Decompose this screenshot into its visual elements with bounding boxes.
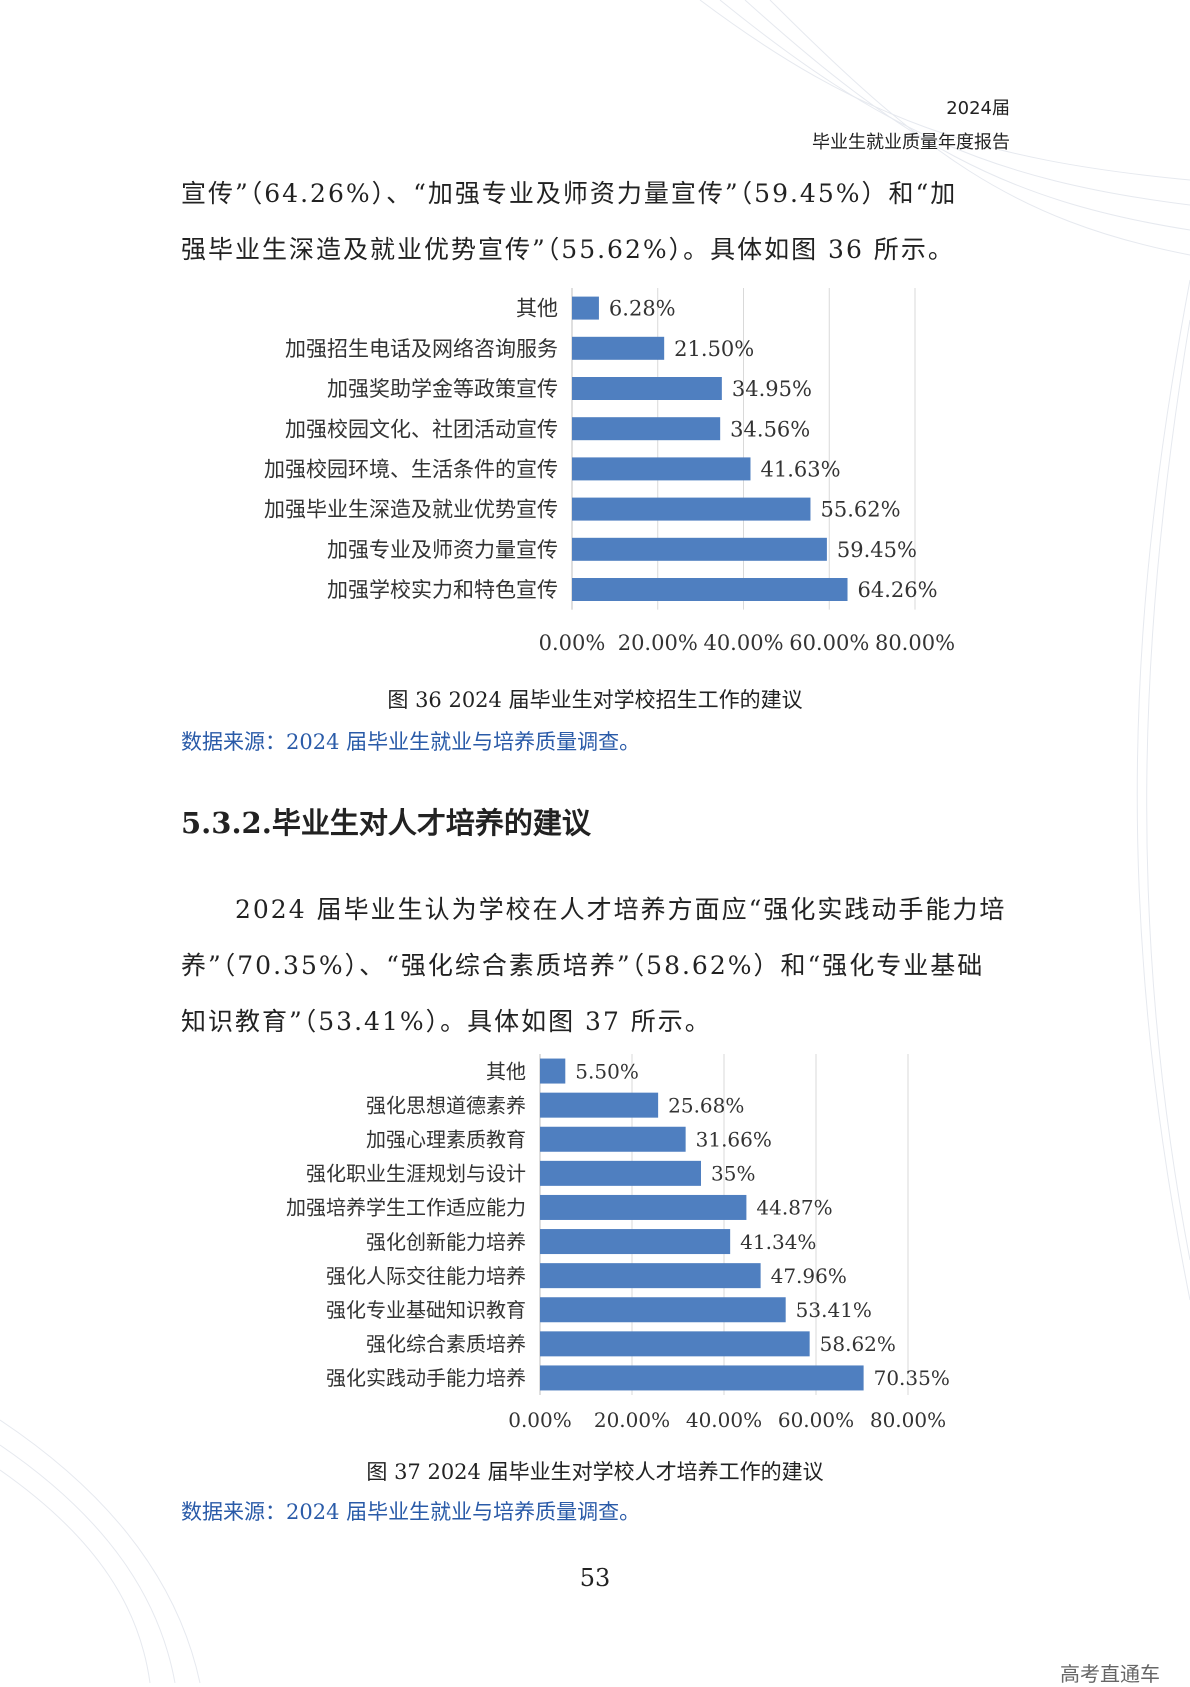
bar	[540, 1092, 659, 1118]
report-header: 2024届 毕业生就业质量年度报告	[812, 92, 1010, 160]
bar	[540, 1194, 747, 1220]
bar	[572, 417, 721, 441]
category-label: 强化实践动手能力培养	[326, 1366, 526, 1390]
value-label: 53.41%	[796, 1298, 872, 1322]
x-tick-label: 80.00%	[875, 631, 955, 655]
intro-line-2: 强毕业生深造及就业优势宣传”（55.62%）。具体如图 36 所示。	[181, 235, 955, 264]
x-tick-label: 0.00%	[539, 631, 606, 655]
category-label: 加强心理素质教育	[366, 1127, 526, 1151]
paragraph-talent-training: 2024 届毕业生认为学校在人才培养方面应“强化实践动手能力培养”（70.35%…	[181, 895, 1007, 1036]
bar	[572, 537, 827, 561]
value-label: 25.68%	[668, 1093, 744, 1117]
value-label: 5.50%	[575, 1059, 639, 1083]
value-label: 31.66%	[696, 1127, 772, 1151]
category-label: 加强校园文化、社团活动宣传	[285, 417, 558, 441]
bar	[540, 1331, 810, 1357]
category-label: 加强培养学生工作适应能力	[286, 1196, 526, 1220]
value-label: 21.50%	[674, 337, 754, 361]
x-tick-label: 60.00%	[789, 631, 869, 655]
page-number: 53	[579, 1564, 611, 1592]
bar	[572, 336, 665, 360]
value-label: 64.26%	[858, 578, 938, 602]
x-tick-label: 60.00%	[778, 1408, 854, 1432]
category-label: 加强奖助学金等政策宣传	[327, 377, 558, 401]
category-label: 强化创新能力培养	[366, 1230, 526, 1254]
figure-37-source: 数据来源：2024 届毕业生就业与培养质量调查。	[181, 1500, 641, 1524]
value-label: 6.28%	[609, 297, 676, 321]
intro-line-1: 宣传”（64.26%）、“加强专业及师资力量宣传”（59.45%）和“加	[181, 179, 958, 208]
category-label: 强化人际交往能力培养	[326, 1264, 526, 1288]
figure-36-caption: 图 36 2024 届毕业生对学校招生工作的建议	[387, 688, 803, 712]
bar	[572, 457, 751, 481]
x-tick-label: 40.00%	[703, 631, 783, 655]
category-label: 其他	[516, 297, 558, 321]
category-label: 加强招生电话及网络咨询服务	[285, 337, 558, 361]
x-tick-label: 80.00%	[870, 1408, 946, 1432]
figure-37-caption: 图 37 2024 届毕业生对学校人才培养工作的建议	[366, 1460, 824, 1484]
x-tick-label: 0.00%	[508, 1408, 572, 1432]
category-label: 加强毕业生深造及就业优势宣传	[264, 498, 558, 522]
value-label: 55.62%	[820, 498, 900, 522]
category-label: 强化职业生涯规划与设计	[306, 1162, 526, 1186]
bar	[572, 578, 848, 601]
category-label: 强化思想道德素养	[366, 1093, 526, 1117]
x-tick-label: 40.00%	[686, 1408, 762, 1432]
x-tick-label: 20.00%	[618, 631, 698, 655]
figure-36-source: 数据来源：2024 届毕业生就业与培养质量调查。	[181, 730, 641, 754]
value-label: 34.56%	[730, 417, 810, 441]
header-title: 毕业生就业质量年度报告	[812, 132, 1010, 153]
value-label: 34.95%	[732, 377, 812, 401]
value-label: 70.35%	[874, 1366, 950, 1390]
bar	[540, 1058, 566, 1084]
intro-paragraph: 宣传”（64.26%）、“加强专业及师资力量宣传”（59.45%）和“加 强毕业…	[181, 166, 1011, 278]
value-label: 47.96%	[771, 1264, 847, 1288]
bar	[572, 377, 722, 400]
value-label: 41.34%	[740, 1230, 816, 1254]
x-tick-label: 20.00%	[594, 1408, 670, 1432]
bar	[572, 296, 599, 320]
value-label: 41.63%	[760, 457, 840, 481]
bar	[540, 1263, 761, 1289]
category-label: 加强校园环境、生活条件的宣传	[264, 457, 558, 481]
bar	[540, 1126, 686, 1152]
value-label: 35%	[711, 1162, 755, 1186]
category-label: 强化综合素质培养	[366, 1332, 526, 1356]
value-label: 59.45%	[837, 538, 917, 562]
category-label: 强化专业基础知识教育	[326, 1298, 526, 1322]
header-year: 2024届	[946, 98, 1010, 119]
category-label: 其他	[486, 1059, 526, 1083]
bar	[540, 1229, 731, 1255]
bar	[540, 1297, 786, 1323]
category-label: 加强学校实力和特色宣传	[327, 578, 558, 602]
value-label: 44.87%	[756, 1196, 832, 1220]
watermark-text: 高考直通车	[1060, 1662, 1160, 1686]
bar	[572, 497, 811, 521]
value-label: 58.62%	[820, 1332, 896, 1356]
bar	[540, 1365, 864, 1391]
figure-37-bar-chart: 其他 5.50% 强化思想道德素养 25.68% 加强心理素质教育 31.66% 强化职业生…	[286, 1054, 950, 1432]
section-title: 5.3.2.毕业生对人才培养的建议	[181, 806, 591, 840]
figure-36-bar-chart: 其他 6.28% 加强招生电话及网络咨询服务 21.50% 加强奖助学金等政策宣传 34.…	[264, 288, 955, 655]
bar	[540, 1160, 701, 1186]
category-label: 加强专业及师资力量宣传	[327, 538, 558, 562]
